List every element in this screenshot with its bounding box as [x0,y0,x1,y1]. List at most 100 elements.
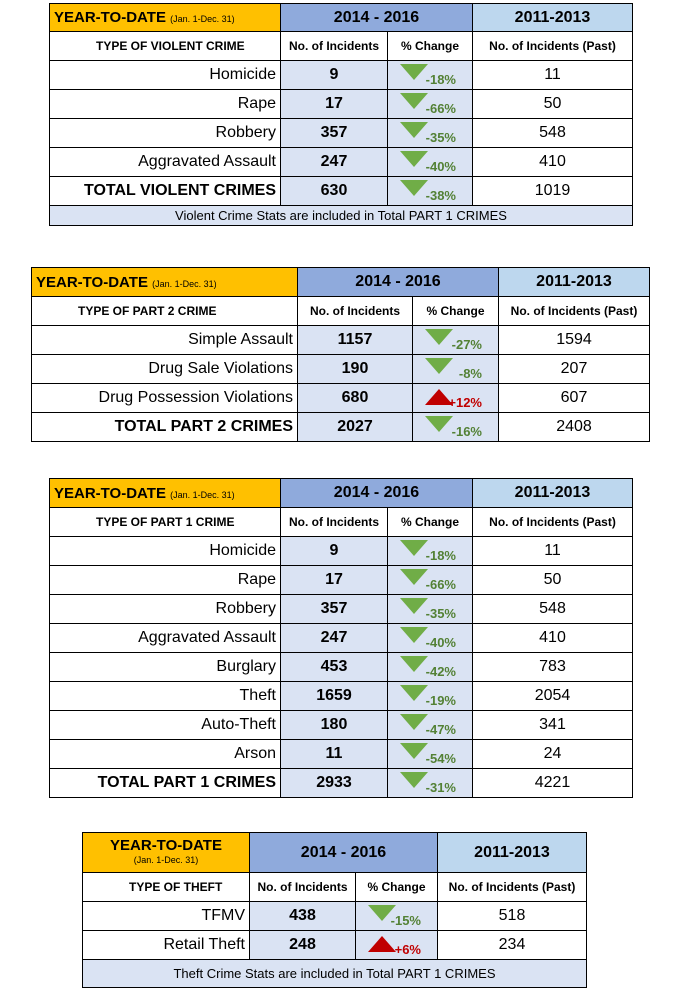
past-incidents-value: 410 [472,623,633,653]
part1-crime-table: YEAR-TO-DATE (Jan. 1-Dec. 31) 2014 - 201… [49,478,633,798]
period-new-header: 2014 - 2016 [280,478,473,508]
change-cell: -66% [387,565,473,595]
arrow-down-icon [400,685,428,701]
arrow-down-icon [400,540,428,556]
incidents-value: 11 [280,739,388,769]
change-cell: -15% [355,901,438,931]
past-incidents-value: 50 [472,89,633,119]
table-row: Rape 17 -66% 50 [49,89,633,119]
incidents-value: 9 [280,536,388,566]
incidents-value: 2933 [280,768,388,798]
change-value: -19% [425,693,456,708]
crime-type: Aggravated Assault [49,623,281,653]
change-value: -35% [425,606,456,621]
ytd-range: (Jan. 1-Dec. 31) [170,14,235,24]
incidents-value: 247 [280,147,388,177]
change-cell: -38% [387,176,473,206]
table-row: Homicide 9 -18% 11 [49,536,633,566]
incidents-value: 17 [280,565,388,595]
past-incidents-value: 207 [498,354,650,384]
table-row: Theft 1659 -19% 2054 [49,681,633,711]
arrow-down-icon [400,598,428,614]
table-note: Theft Crime Stats are included in Total … [82,959,587,988]
table-row: Simple Assault 1157 -27% 1594 [31,325,650,355]
crime-type: Rape [49,89,281,119]
table-row: Burglary 453 -42% 783 [49,652,633,682]
period-old-header: 2011-2013 [472,3,633,32]
past-incidents-value: 518 [437,901,587,931]
past-incidents-value: 11 [472,536,633,566]
table-row: Aggravated Assault 247 -40% 410 [49,147,633,177]
table-row: Robbery 357 -35% 548 [49,594,633,624]
incidents-header: No. of Incidents [297,296,413,326]
table-row: Auto-Theft 180 -47% 341 [49,710,633,740]
arrow-down-icon [400,122,428,138]
past-incidents-value: 341 [472,710,633,740]
crime-type: Homicide [49,60,281,90]
past-incidents-value: 234 [437,930,587,960]
ytd-header: YEAR-TO-DATE (Jan. 1-Dec. 31) [82,832,250,873]
crime-type: Drug Possession Violations [31,383,298,413]
arrow-down-icon [425,416,453,432]
arrow-down-icon [400,743,428,759]
past-header: No. of Incidents (Past) [437,872,587,902]
arrow-down-icon [400,627,428,643]
crime-type: Aggravated Assault [49,147,281,177]
change-cell: -47% [387,710,473,740]
total-row: TOTAL PART 1 CRIMES 2933 -31% 4221 [49,768,633,798]
type-header: TYPE OF PART 2 CRIME [31,296,298,326]
change-header: % Change [387,507,473,537]
period-new-header: 2014 - 2016 [280,3,473,32]
change-header: % Change [355,872,438,902]
past-incidents-value: 548 [472,594,633,624]
change-cell: -27% [412,325,499,355]
crime-type: TFMV [82,901,250,931]
change-value: -8% [458,366,482,381]
arrow-up-icon [368,936,396,952]
past-incidents-value: 2054 [472,681,633,711]
change-value: -15% [390,913,421,928]
violent-crime-table: YEAR-TO-DATE (Jan. 1-Dec. 31) 2014 - 201… [49,3,633,226]
past-incidents-value: 1594 [498,325,650,355]
incidents-header: No. of Incidents [280,31,388,61]
incidents-value: 357 [280,118,388,148]
crime-type: Robbery [49,594,281,624]
past-incidents-value: 2408 [498,412,650,442]
type-header: TYPE OF VIOLENT CRIME [49,31,281,61]
change-value: -40% [425,635,456,650]
past-header: No. of Incidents (Past) [472,507,633,537]
ytd-range: (Jan. 1-Dec. 31) [133,854,199,865]
total-row: TOTAL PART 2 CRIMES 2027 -16% 2408 [31,412,650,442]
arrow-down-icon [400,180,428,196]
arrow-down-icon [425,358,453,374]
past-header: No. of Incidents (Past) [498,296,650,326]
ytd-header: YEAR-TO-DATE (Jan. 1-Dec. 31) [49,3,281,32]
arrow-down-icon [400,151,428,167]
incidents-value: 357 [280,594,388,624]
total-label: TOTAL PART 1 CRIMES [49,768,281,798]
table-row: Arson 11 -54% 24 [49,739,633,769]
change-cell: -19% [387,681,473,711]
table-row: Robbery 357 -35% 548 [49,118,633,148]
change-value: -27% [451,337,482,352]
period-new-header: 2014 - 2016 [249,832,438,873]
past-incidents-value: 1019 [472,176,633,206]
change-header: % Change [412,296,499,326]
arrow-down-icon [400,714,428,730]
period-old-header: 2011-2013 [472,478,633,508]
part2-crime-table: YEAR-TO-DATE (Jan. 1-Dec. 31) 2014 - 201… [31,267,650,442]
ytd-title: YEAR-TO-DATE [36,273,148,291]
ytd-header: YEAR-TO-DATE (Jan. 1-Dec. 31) [49,478,281,508]
period-old-header: 2011-2013 [498,267,650,297]
change-header: % Change [387,31,473,61]
table-row: Drug Possession Violations 680 +12% 607 [31,383,650,413]
change-value: -18% [425,72,456,87]
incidents-value: 1157 [297,325,413,355]
change-value: -42% [425,664,456,679]
table-note: Violent Crime Stats are included in Tota… [49,205,633,226]
crime-type: Theft [49,681,281,711]
crime-type: Retail Theft [82,930,250,960]
past-incidents-value: 548 [472,118,633,148]
incidents-value: 17 [280,89,388,119]
ytd-range: (Jan. 1-Dec. 31) [170,489,235,500]
